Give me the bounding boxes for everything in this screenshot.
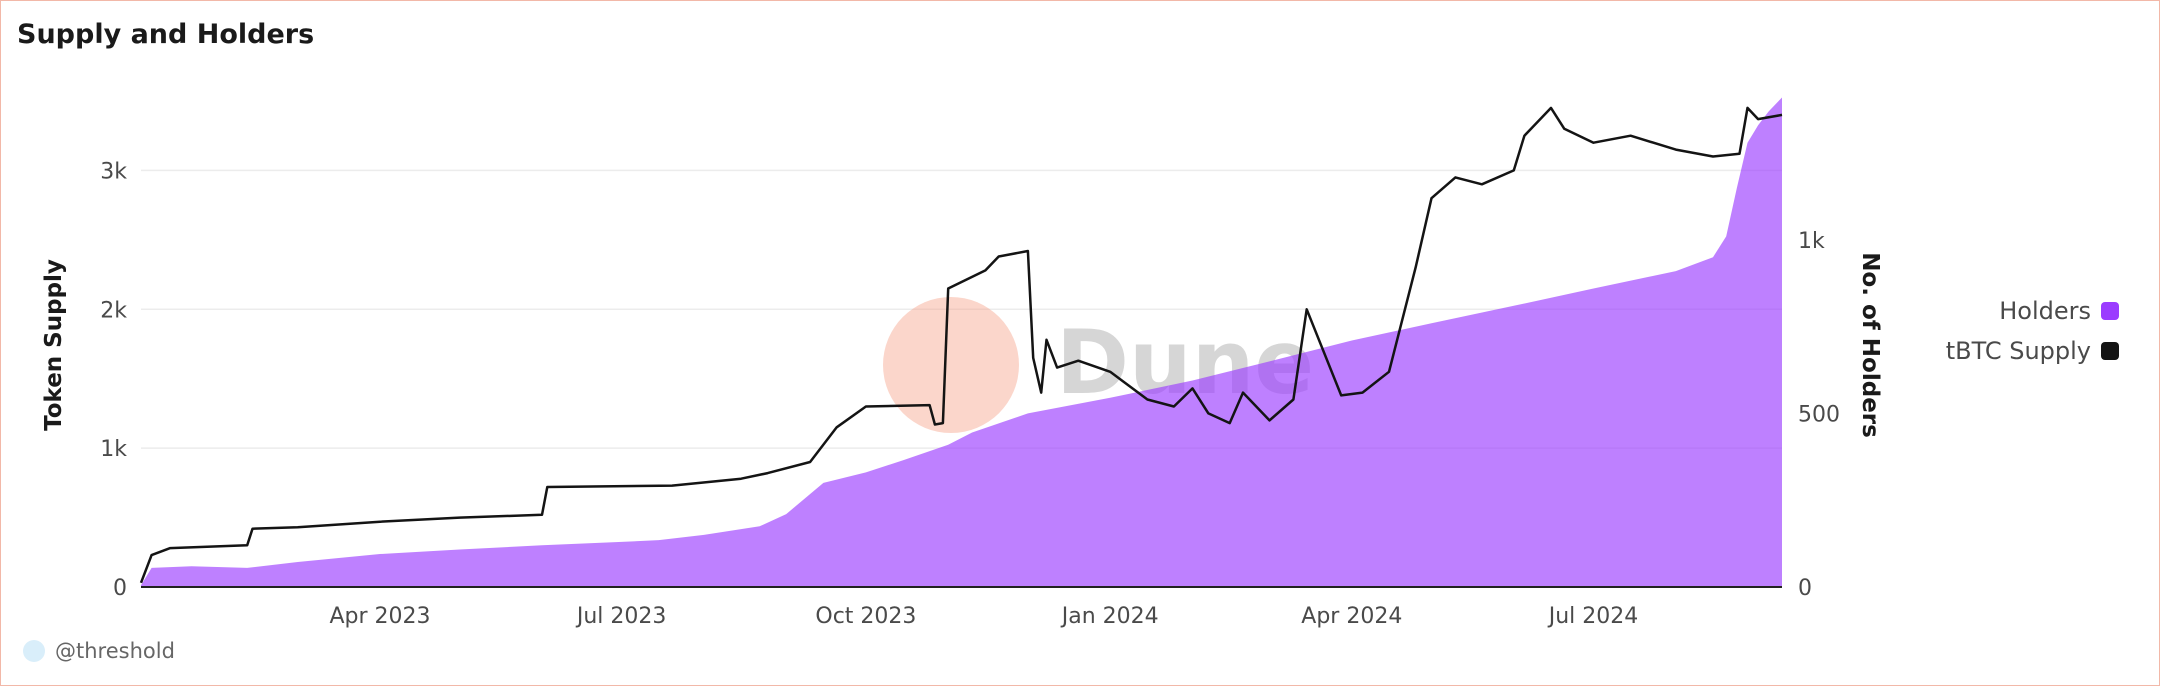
right-axis-ticks: 0 500 1k <box>1798 229 1840 601</box>
legend-swatch-supply <box>2101 342 2119 360</box>
supply-line-layer <box>139 106 1783 584</box>
x-tick-label-1: Jul 2023 <box>575 604 667 629</box>
x-tick-label-3: Jan 2024 <box>1060 604 1159 629</box>
x-tick-label-2: Oct 2023 <box>815 604 916 629</box>
x-tick-label-4: Apr 2024 <box>1301 604 1402 629</box>
left-tick-label-0: 0 <box>113 576 127 601</box>
watermark-logo-icon <box>883 297 1019 433</box>
author-avatar-icon <box>23 640 45 662</box>
x-axis-ticks: Apr 2023 Jul 2023 Oct 2023 Jan 2024 Apr 2024… <box>329 604 1638 629</box>
left-tick-label-1: 1k <box>100 437 127 462</box>
chart-title: Supply and Holders <box>17 19 315 50</box>
legend-item-supply[interactable]: tBTC Supply <box>1946 337 2119 365</box>
supply-line <box>139 106 1783 584</box>
legend-label-supply: tBTC Supply <box>1945 337 2091 365</box>
holders-area <box>141 97 1782 587</box>
x-tick-label-5: Jul 2024 <box>1547 604 1639 629</box>
right-tick-label-1: 500 <box>1798 402 1840 427</box>
x-tick-label-0: Apr 2023 <box>329 604 430 629</box>
legend-item-holders[interactable]: Holders <box>1999 297 2119 325</box>
author-handle: @threshold <box>55 639 175 663</box>
left-tick-label-3: 3k <box>100 159 127 184</box>
legend: Holders tBTC Supply <box>1946 297 2119 365</box>
right-tick-label-2: 1k <box>1798 229 1825 254</box>
legend-label-holders: Holders <box>1999 297 2091 325</box>
right-tick-label-0: 0 <box>1798 576 1812 601</box>
left-tick-label-2: 2k <box>100 298 127 323</box>
left-axis-ticks: 0 1k 2k 3k <box>100 159 127 601</box>
author-credit[interactable]: @threshold <box>23 639 175 663</box>
left-axis-label: Token Supply <box>41 259 67 431</box>
holders-area-layer <box>141 97 1782 587</box>
right-axis-label: No. of Holders <box>1857 252 1883 438</box>
legend-swatch-holders <box>2101 302 2119 320</box>
